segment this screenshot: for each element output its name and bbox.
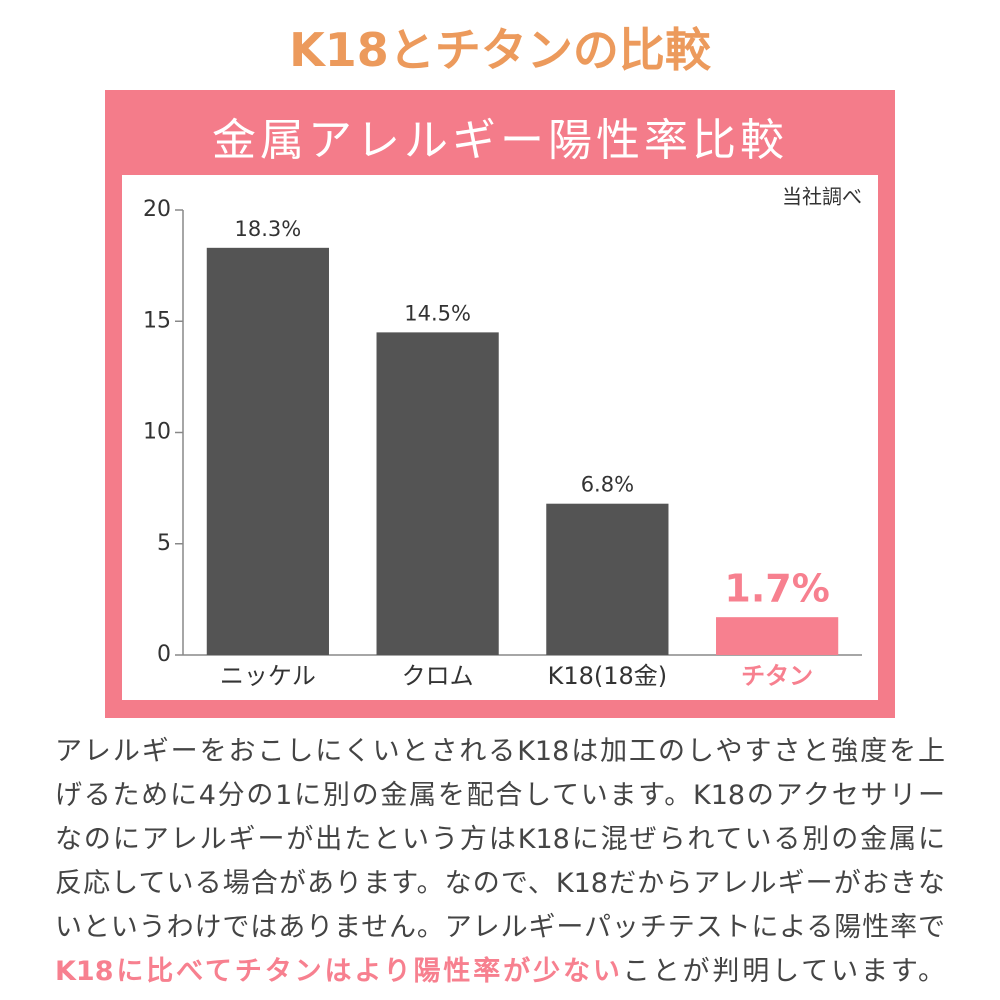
text-line: アレルギーをおこしにくいとされるK18は加工のしやすさと強度を上 (55, 730, 945, 774)
x-tick-label: クロム (402, 662, 474, 690)
text-segment: 反応している場合があります。なので、K18だからアレルギーがおきな (55, 868, 945, 899)
text-segment: K18に比べてチタンはより陽性率が少ない (55, 956, 623, 987)
bar (716, 617, 839, 655)
chart: 当社調べ 0 5 10 15 20 18.3% ニッケル 14.5% クロム 6.8% K18(18… (143, 185, 862, 690)
chart-note: 当社調べ (782, 185, 862, 209)
text-line: げるために4分の1に別の金属を配合しています。K18のアクセサリー (55, 774, 945, 818)
text-segment: げるために4分の1に別の金属を配合しています。K18のアクセサリー (55, 780, 945, 811)
value-label: 18.3% (235, 217, 302, 241)
x-tick-label: K18(18金) (548, 662, 668, 690)
bar (376, 332, 499, 655)
text-segment: アレルギーをおこしにくいとされるK18は加工のしやすさと強度を上 (55, 736, 945, 767)
y-tick-label: 15 (143, 308, 171, 333)
y-tick-label: 5 (157, 531, 171, 556)
bar (546, 503, 669, 655)
text-segment: ことが判明しています。 (622, 956, 946, 987)
bar (206, 247, 329, 655)
page-title: K18とチタンの比較 (289, 23, 711, 77)
chart-panel: 金属アレルギー陽性率比較 当社調べ 0 5 10 15 20 18.3% ニッケル 14.5%… (105, 90, 895, 718)
y-tick-label: 10 (143, 420, 171, 445)
text-line: いというわけではありません。アレルギーパッチテストによる陽性率で (55, 906, 945, 950)
y-tick-label: 0 (157, 642, 171, 667)
value-label: 6.8% (581, 473, 634, 497)
text-line: 反応している場合があります。なので、K18だからアレルギーがおきな (55, 862, 945, 906)
text-segment: なのにアレルギーが出たという方はK18に混ぜられている別の金属に (55, 824, 945, 855)
x-tick-label: チタン (741, 662, 813, 690)
text-line: K18に比べてチタンはより陽性率が少ないことが判明しています。 (55, 950, 945, 994)
text-segment: いというわけではありません。アレルギーパッチテストによる陽性率で (55, 912, 945, 943)
description: アレルギーをおこしにくいとされるK18は加工のしやすさと強度を上 げるために4分の… (55, 730, 945, 994)
value-label: 1.7% (724, 567, 829, 611)
y-tick-label: 20 (143, 197, 171, 222)
text-line: なのにアレルギーが出たという方はK18に混ぜられている別の金属に (55, 818, 945, 862)
value-label: 14.5% (404, 301, 471, 325)
chart-area: 当社調べ 0 5 10 15 20 18.3% ニッケル 14.5% クロム 6.8% K18(18… (122, 175, 878, 700)
x-tick-label: ニッケル (220, 662, 316, 690)
chart-title: 金属アレルギー陽性率比較 (212, 115, 788, 166)
